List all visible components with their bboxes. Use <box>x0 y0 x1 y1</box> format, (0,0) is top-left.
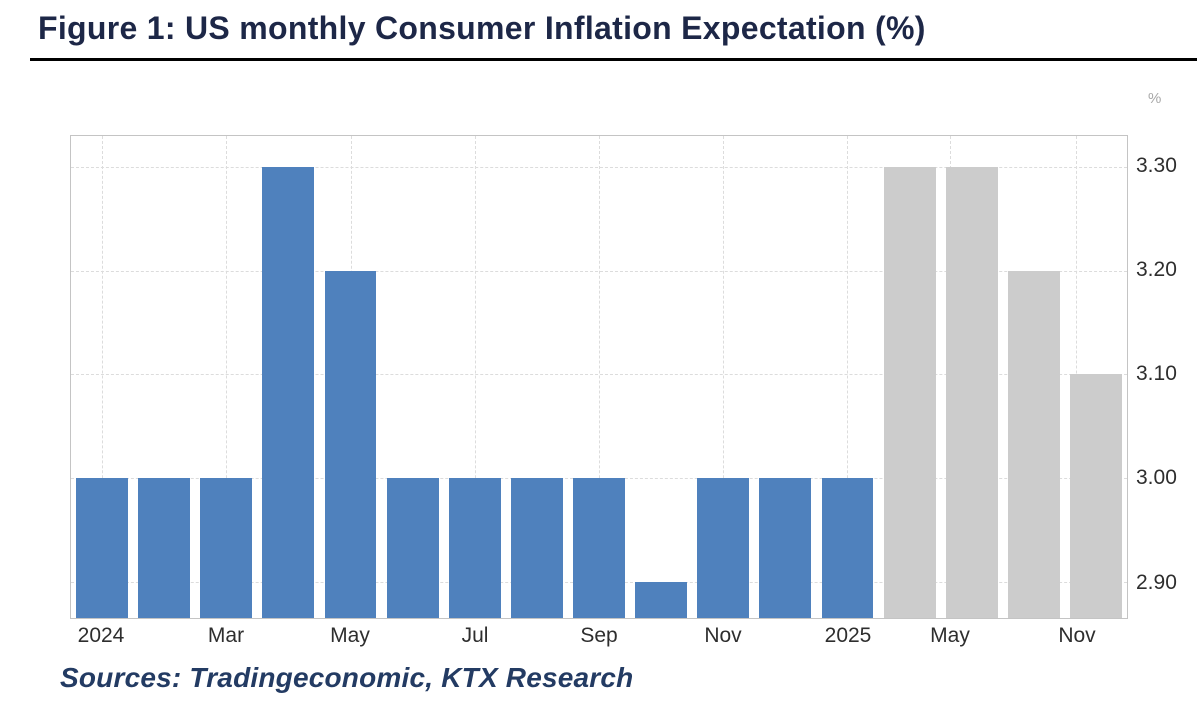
x-tick-label-may: May <box>930 624 970 647</box>
bar-2024-04 <box>262 167 315 618</box>
x-tick-label-jul: Jul <box>461 624 489 647</box>
v-gridline-2024 <box>102 136 104 618</box>
y-tick-label-3.00: 3.00 <box>1136 466 1177 489</box>
bar-2024-05 <box>324 270 377 618</box>
y-axis-unit-label: % <box>1148 90 1162 107</box>
v-gridline-nov <box>723 136 725 618</box>
figure-title: Figure 1: US monthly Consumer Inflation … <box>38 10 926 46</box>
y-tick-label-2.90: 2.90 <box>1136 571 1177 594</box>
bar-2024-02 <box>138 478 191 618</box>
bar-2024-03 <box>200 478 253 618</box>
bar-2024-07 <box>448 478 501 618</box>
bar-2025-02 <box>883 167 936 618</box>
x-tick-label-mar: Mar <box>207 624 245 647</box>
plot-area <box>70 135 1128 619</box>
bar-2025-05 <box>945 167 998 618</box>
bar-2024-11 <box>697 478 750 618</box>
x-tick-label-2024: 2024 <box>77 624 125 647</box>
bar-2024-08 <box>510 478 563 618</box>
x-tick-label-nov: Nov <box>704 624 742 647</box>
x-tick-label-nov: Nov <box>1058 624 1096 647</box>
title-rule <box>30 58 1197 61</box>
x-tick-label-2025: 2025 <box>824 624 872 647</box>
source-caption: Sources: Tradingeconomic, KTX Research <box>60 662 634 693</box>
bar-2024-01 <box>76 478 128 618</box>
y-tick-label-3.20: 3.20 <box>1136 258 1177 281</box>
x-tick-label-sep: Sep <box>580 624 618 647</box>
bar-2024-06 <box>386 478 439 618</box>
bar-2024-10 <box>635 581 688 618</box>
bar-2024-09 <box>573 478 625 618</box>
y-tick-label-3.30: 3.30 <box>1136 154 1177 177</box>
v-gridline-jul <box>474 136 476 618</box>
bar-2025-11 <box>1070 374 1122 618</box>
v-gridline-sep <box>599 136 600 618</box>
bar-2025-08 <box>1007 270 1060 618</box>
x-tick-label-may: May <box>330 624 370 647</box>
v-gridline-mar <box>226 136 228 618</box>
bar-2025-01 <box>821 478 874 618</box>
y-tick-label-3.10: 3.10 <box>1136 362 1177 385</box>
v-gridline-2025 <box>847 136 849 618</box>
bar-2024-12 <box>759 478 812 618</box>
